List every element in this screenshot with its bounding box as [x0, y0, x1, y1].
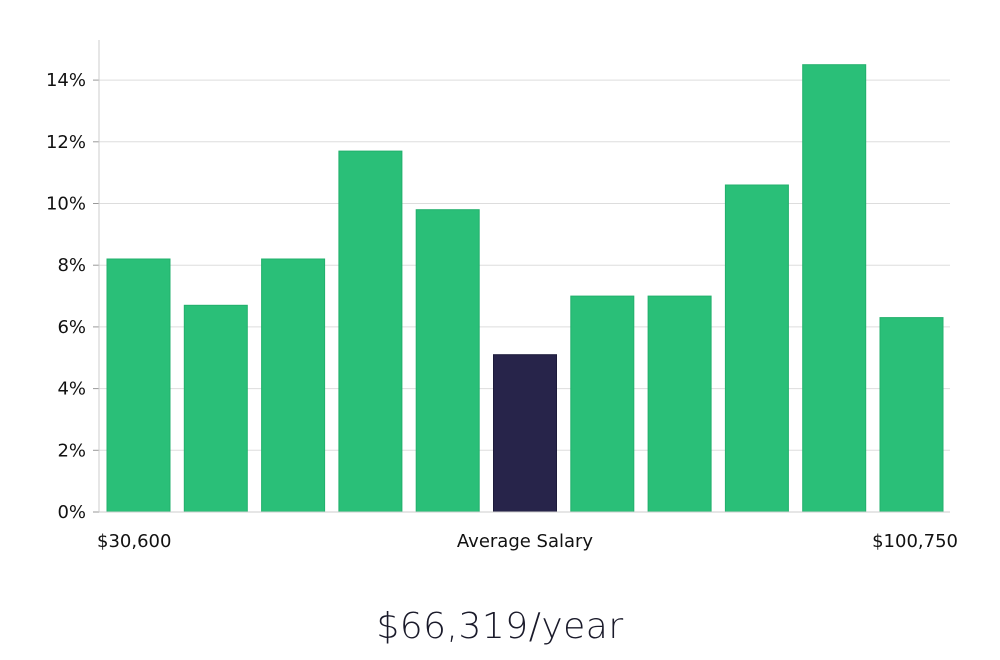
average-salary-value: $66,319/year	[376, 606, 624, 647]
x-label-max: $100,750	[872, 531, 958, 552]
salary-distribution-chart: 0% 2% 4% 6% 8% 10% 12% 14% $30,600 Average Sala…	[46, 40, 958, 552]
bar	[261, 258, 326, 513]
bar	[338, 150, 403, 513]
bar	[106, 258, 171, 513]
y-tick-label: 4%	[57, 379, 86, 400]
bar	[415, 209, 480, 513]
x-label-min: $30,600	[97, 531, 171, 552]
bar	[570, 295, 635, 513]
bar	[647, 295, 712, 513]
bar-highlighted	[493, 354, 557, 513]
bar	[879, 317, 944, 513]
bar	[802, 64, 867, 513]
bars	[106, 64, 944, 513]
y-axis-ticks: 0% 2% 4% 6% 8% 10% 12% 14%	[46, 70, 99, 523]
y-tick-label: 2%	[57, 440, 86, 461]
y-tick-label: 8%	[57, 255, 86, 276]
y-tick-label: 10%	[46, 194, 86, 215]
bar	[724, 184, 789, 513]
bar	[183, 304, 248, 513]
y-tick-label: 14%	[46, 70, 86, 91]
y-tick-label: 0%	[57, 502, 86, 523]
y-tick-label: 6%	[57, 317, 86, 338]
y-tick-label: 12%	[46, 132, 86, 153]
x-label-center: Average Salary	[457, 531, 594, 552]
